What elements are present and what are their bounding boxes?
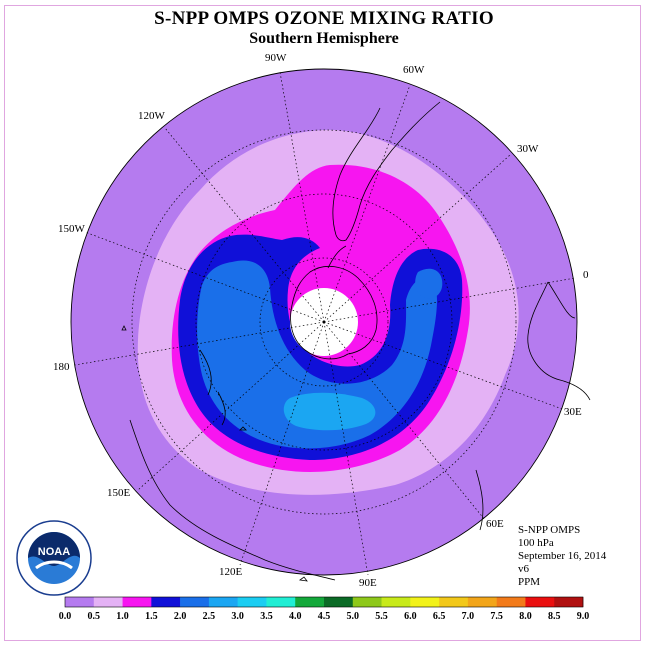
colorbar-segment [554,597,584,607]
island-1 [121,325,127,331]
colorbar-tick-label: 8.5 [548,611,561,622]
colorbar [64,596,584,608]
lon-label-120e: 120E [219,566,243,578]
lon-label-180: 180 [53,361,70,373]
lon-label-30w: 30W [517,143,539,155]
colorbar-tick-label: 9.0 [577,611,590,622]
colorbar-tick-labels: 0.0 0.5 1.0 1.5 2.0 2.5 3.0 3.5 4.0 4.5 5.0 5.5 6.0 6… [59,611,590,622]
antarctic-peninsula [327,245,347,269]
antarctica-coast [290,265,378,360]
africa-coast [527,281,591,401]
australia-coast [129,419,336,581]
info-units: PPM [518,576,541,588]
coastlines [121,101,591,582]
colorbar-tick-label: 4.0 [289,611,302,622]
colorbar-segment [208,597,238,607]
colorbar-segment [496,597,526,607]
colorbar-segment [151,597,181,607]
info-version: v6 [518,563,529,575]
lon-label-60w: 60W [403,64,425,76]
colorbar-tick-label: 1.5 [145,611,158,622]
meridian-0 [323,277,576,323]
island-2 [239,426,247,431]
lon-label-150w: 150W [58,223,86,235]
colorbar-segment [295,597,325,607]
noaa-logo-text: NOAA [38,546,70,558]
meridian-30w [323,154,511,323]
new-zealand-coast [199,349,226,426]
graticule [74,71,576,576]
lon-label-0: 0 [583,269,589,281]
colorbar-segment [122,597,152,607]
colorbar-segment [266,597,296,607]
colorbar-tick-label: 2.5 [203,611,216,622]
colorbar-border [64,596,584,608]
lon-label-90e: 90E [359,577,377,589]
colorbar-tick-label: 4.5 [318,611,331,622]
lon-label-120w: 120W [138,110,166,122]
colorbar-tick-label: 5.5 [375,611,388,622]
map-title: S-NPP OMPS OZONE MIXING RATIO [154,8,494,29]
colorbar-segment [410,597,440,607]
colorbar-tick-label: 7.5 [490,611,503,622]
latitude-circle-70 [259,257,389,387]
meridian-30e [323,321,566,411]
lon-label-90w: 90W [265,52,287,64]
colorbar-segment [352,597,382,607]
noaa-logo: NOAA [16,520,92,596]
colorbar-tick-label: 5.0 [347,611,360,622]
meridian-150w [84,231,325,323]
colorbar-tick-label: 1.0 [116,611,129,622]
meridian-90e [323,321,369,576]
lon-label-150e: 150E [107,487,131,499]
colorbar-tick-label: 3.5 [260,611,273,622]
colorbar-tick-label: 0.5 [88,611,101,622]
south-america-coast [332,101,441,242]
info-date: September 16, 2014 [518,550,607,562]
colorbar-segment [439,597,469,607]
colorbar-segment [93,597,123,607]
colorbar-tick-label: 6.0 [404,611,417,622]
field-level-2.5-3.0 [283,392,376,431]
map-subtitle: Southern Hemisphere [249,30,399,47]
colorbar-segment [237,597,267,607]
south-pole-marker [322,320,326,324]
colorbar-segment [525,597,555,607]
colorbar-tick-label: 8.0 [519,611,532,622]
info-instrument: S-NPP OMPS [518,524,581,536]
figure-frame [4,5,641,641]
lon-label-30e: 30E [564,406,582,418]
colorbar-tick-label: 3.0 [231,611,244,622]
colorbar-segment [324,597,354,607]
meridian-120e [239,321,325,566]
madagascar-coast [475,469,484,531]
colorbar-segment [467,597,497,607]
colorbar-tick-label: 6.5 [433,611,446,622]
colorbar-tick-label: 2.0 [174,611,187,622]
meridian-120w [164,127,325,323]
lon-label-60e: 60E [486,518,504,530]
colorbar-segment [180,597,210,607]
colorbar-segment [381,597,411,607]
latitude-circle-30 [131,129,517,515]
island-3 [298,576,308,582]
field-level-2.0-2.5 [197,260,437,449]
colorbar-segment [65,597,95,607]
meridian-150e [137,321,325,491]
field-pocket-east [415,268,443,299]
info-level: 100 hPa [518,537,554,549]
meridian-60e [323,321,486,521]
longitude-labels: 90W 60W 120W 30W 150W 0 180 30E 150E 60E… [53,52,589,589]
latitude-circle-50 [195,193,453,451]
colorbar-tick-label: 7.0 [462,611,475,622]
info-block: S-NPP OMPS 100 hPa September 16, 2014 v6… [518,524,606,589]
map-boundary [70,68,578,576]
colorbar-tick-label: 0.0 [59,611,72,622]
